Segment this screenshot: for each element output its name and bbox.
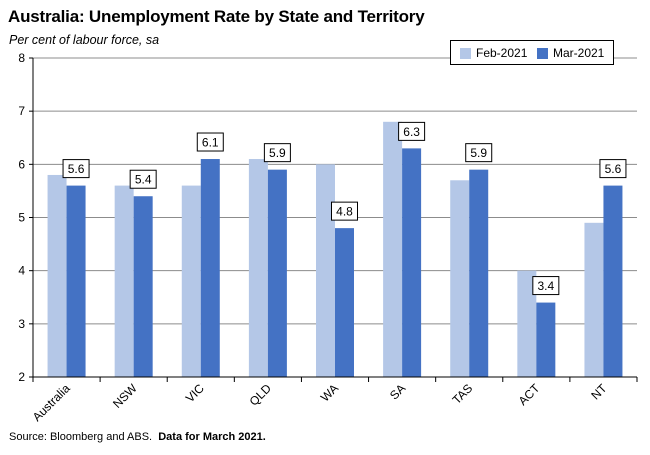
source-bold-text: Data for March 2021. xyxy=(158,431,266,443)
bar-feb xyxy=(584,222,604,377)
x-tick-label: NSW xyxy=(110,381,140,411)
data-label-box xyxy=(465,143,493,163)
data-label: 5.9 xyxy=(470,146,487,160)
chart-legend: Feb-2021 Mar-2021 xyxy=(450,40,614,65)
data-label: 5.6 xyxy=(605,162,622,176)
data-label: 6.3 xyxy=(403,125,420,139)
bar-mar xyxy=(267,169,287,377)
bar-mar xyxy=(335,228,354,377)
y-tick-label: 7 xyxy=(18,104,25,118)
x-tick-label: QLD xyxy=(247,381,275,409)
x-tick-label: NT xyxy=(588,381,610,403)
data-label: 3.4 xyxy=(537,279,554,293)
bar-mar xyxy=(133,196,153,377)
legend-item-feb: Feb-2021 xyxy=(460,46,527,60)
bar-feb xyxy=(181,185,201,377)
bar-mar xyxy=(200,159,220,377)
bar-feb xyxy=(517,270,537,377)
bar-mar xyxy=(603,185,623,377)
x-tick-label: VIC xyxy=(183,381,207,405)
data-label-box xyxy=(398,121,426,141)
chart-title: Australia: Unemployment Rate by State an… xyxy=(8,7,425,26)
data-label-box xyxy=(129,169,157,189)
bar-feb xyxy=(248,159,268,377)
data-label: 6.1 xyxy=(202,136,219,150)
data-label: 5.6 xyxy=(68,162,85,176)
y-tick-label: 8 xyxy=(18,51,25,65)
chart-subtitle: Per cent of labour force, sa xyxy=(9,33,160,47)
y-tick-label: 2 xyxy=(18,370,25,384)
bar-feb xyxy=(316,164,335,377)
y-tick-label: 3 xyxy=(18,317,25,331)
y-tick-label: 5 xyxy=(18,211,25,225)
bar-feb xyxy=(47,174,67,377)
y-tick-label: 6 xyxy=(18,157,25,171)
x-tick-label: WA xyxy=(318,381,341,404)
x-tick-label: Australia xyxy=(30,381,73,424)
legend-label-feb: Feb-2021 xyxy=(476,46,528,60)
data-label-box xyxy=(532,276,560,296)
data-label-box xyxy=(263,143,291,163)
data-label-box xyxy=(331,201,358,221)
source-text: Source: Bloomberg and ABS. xyxy=(9,431,153,443)
legend-label-mar: Mar-2021 xyxy=(553,46,605,60)
data-label-box xyxy=(599,159,627,179)
legend-swatch-feb xyxy=(460,47,471,59)
data-label: 4.8 xyxy=(336,205,353,219)
data-label: 5.9 xyxy=(269,146,286,160)
x-tick-label: TAS xyxy=(450,381,476,407)
bar-mar xyxy=(66,185,86,377)
source-note: Source: Bloomberg and ABS. Data for Marc… xyxy=(9,431,266,443)
bar-mar xyxy=(536,302,556,377)
y-tick-label: 4 xyxy=(18,264,25,278)
data-label: 5.4 xyxy=(135,173,152,187)
legend-swatch-mar xyxy=(537,47,548,59)
legend-item-mar: Mar-2021 xyxy=(537,46,604,60)
x-tick-label: ACT xyxy=(516,381,543,408)
x-tick-label: SA xyxy=(387,381,408,402)
data-label-box xyxy=(62,159,90,179)
bar-feb xyxy=(450,180,470,377)
bar-mar xyxy=(469,169,489,377)
bar-feb xyxy=(383,121,403,377)
data-label-box xyxy=(196,132,224,152)
bar-feb xyxy=(114,185,134,377)
bar-mar xyxy=(402,148,422,377)
